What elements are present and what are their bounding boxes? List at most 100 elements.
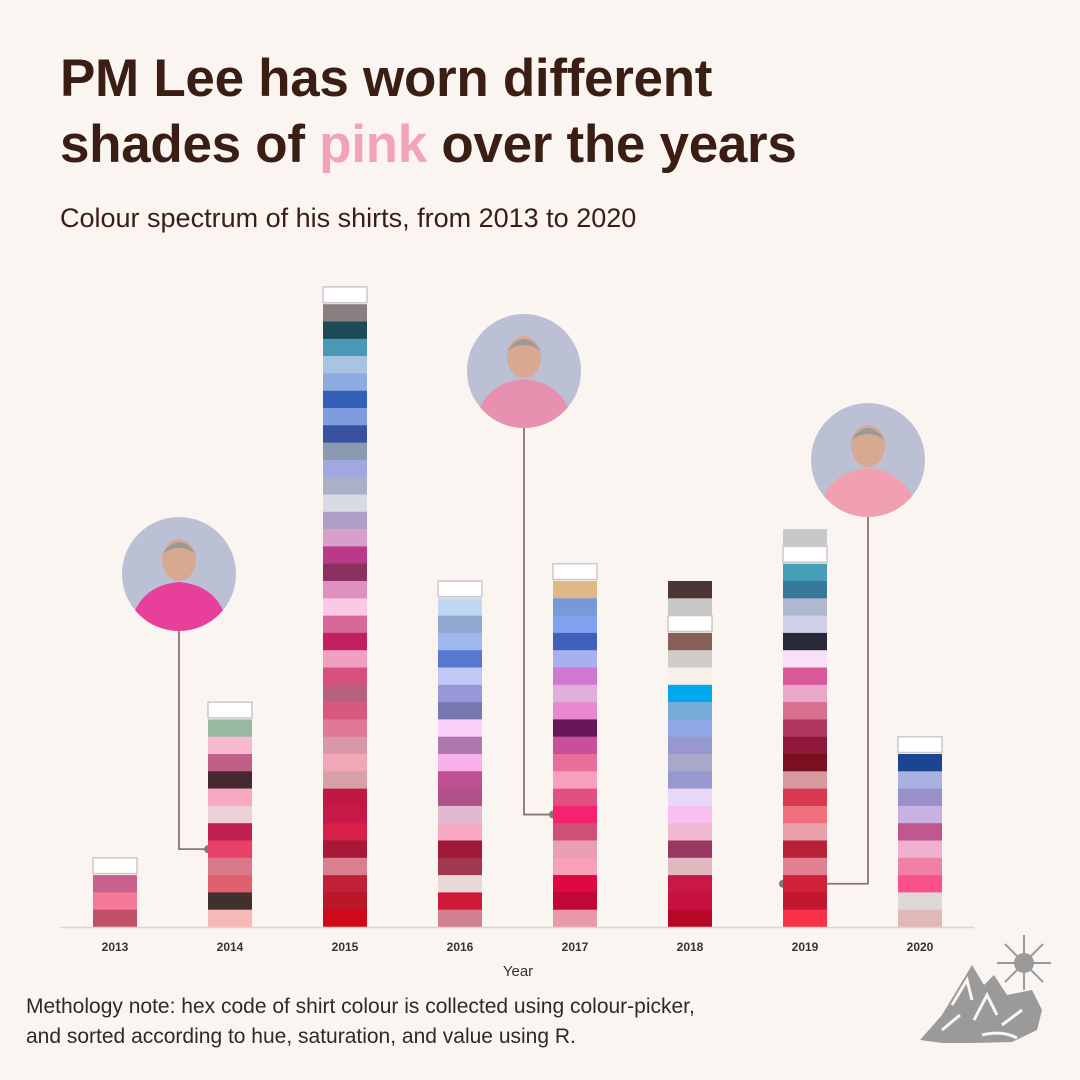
color-block (783, 805, 827, 824)
color-block (668, 581, 712, 599)
color-block (553, 650, 597, 668)
color-block (783, 857, 827, 876)
color-block (553, 632, 597, 651)
color-block (783, 598, 827, 616)
color-block (323, 719, 367, 737)
color-block (208, 823, 252, 841)
chart-title: PM Lee has worn different shades of pink… (60, 46, 797, 178)
x-tick-label: 2016 (447, 940, 474, 954)
color-block (783, 632, 827, 651)
color-block (783, 684, 827, 703)
x-tick-label: 2014 (217, 940, 244, 954)
photo-annotation-2017 (467, 314, 581, 819)
bar-stack-2017 (552, 562, 598, 928)
color-block (323, 788, 367, 807)
color-block (783, 650, 827, 668)
note-line-1: Methology note: hex code of shirt colour… (26, 995, 695, 1018)
color-block (208, 771, 252, 789)
photo-annotation-2019 (779, 403, 925, 888)
color-block (438, 875, 482, 893)
color-block (783, 563, 827, 582)
color-block (323, 477, 367, 495)
color-block (208, 719, 252, 737)
title-line-2-end: over the years (426, 115, 797, 174)
color-block (668, 736, 712, 755)
color-block (323, 667, 367, 686)
color-block (783, 615, 827, 634)
title-line-1: PM Lee has worn different (60, 49, 713, 108)
color-block (438, 909, 482, 928)
color-block (438, 615, 482, 634)
color-block (323, 875, 367, 893)
color-block (668, 754, 712, 772)
color-block (438, 805, 482, 824)
bar-stack-2013 (92, 857, 138, 928)
color-block (668, 684, 712, 703)
color-block (208, 788, 252, 807)
color-block (553, 736, 597, 755)
color-block (783, 702, 827, 720)
color-block (438, 719, 482, 737)
color-block (898, 909, 942, 928)
color-block (323, 425, 367, 443)
color-block (667, 614, 713, 633)
color-block (553, 684, 597, 703)
title-highlight-pink: pink (319, 115, 427, 174)
color-block (668, 805, 712, 824)
color-block (782, 545, 828, 563)
color-block (323, 304, 367, 322)
color-block (668, 823, 712, 841)
color-block (783, 875, 827, 893)
color-block (783, 719, 827, 737)
x-axis-label: Year (503, 963, 533, 980)
color-block (668, 788, 712, 807)
x-tick-label: 2018 (677, 940, 704, 954)
color-block (438, 632, 482, 651)
color-block (323, 408, 367, 426)
x-tick-label: 2013 (102, 940, 129, 954)
color-block (323, 754, 367, 772)
color-block (438, 857, 482, 876)
color-block (323, 892, 367, 910)
color-block (668, 840, 712, 859)
color-block (438, 823, 482, 841)
color-block (323, 736, 367, 755)
color-block (207, 701, 253, 719)
color-block (323, 650, 367, 668)
color-block (668, 667, 712, 686)
color-block (323, 823, 367, 841)
color-block (438, 667, 482, 686)
color-block (208, 875, 252, 893)
color-block (208, 857, 252, 876)
color-block (553, 598, 597, 616)
color-block (438, 650, 482, 668)
color-block (323, 442, 367, 461)
x-tick-label: 2015 (332, 940, 359, 954)
color-block (668, 702, 712, 720)
color-block (438, 788, 482, 807)
color-block (898, 840, 942, 859)
color-block (668, 719, 712, 737)
color-block (438, 598, 482, 616)
note-line-2: and sorted according to hue, saturation,… (26, 1025, 576, 1048)
x-tick-label: 2020 (907, 940, 934, 954)
color-block (208, 754, 252, 772)
bar-stack-2016 (437, 580, 483, 928)
color-block (208, 805, 252, 824)
color-block (783, 581, 827, 599)
color-block (783, 529, 827, 547)
color-block (668, 632, 712, 651)
color-block (208, 840, 252, 859)
connector-line (178, 631, 208, 851)
color-block (783, 892, 827, 910)
color-block (783, 667, 827, 686)
bar-stack-2019 (782, 529, 828, 928)
color-block (323, 546, 367, 564)
color-block (553, 771, 597, 789)
color-block (323, 563, 367, 582)
color-block (783, 754, 827, 772)
color-block (668, 650, 712, 668)
color-block (323, 511, 367, 530)
color-block (783, 823, 827, 841)
chart-subtitle: Colour spectrum of his shirts, from 2013… (60, 203, 637, 233)
